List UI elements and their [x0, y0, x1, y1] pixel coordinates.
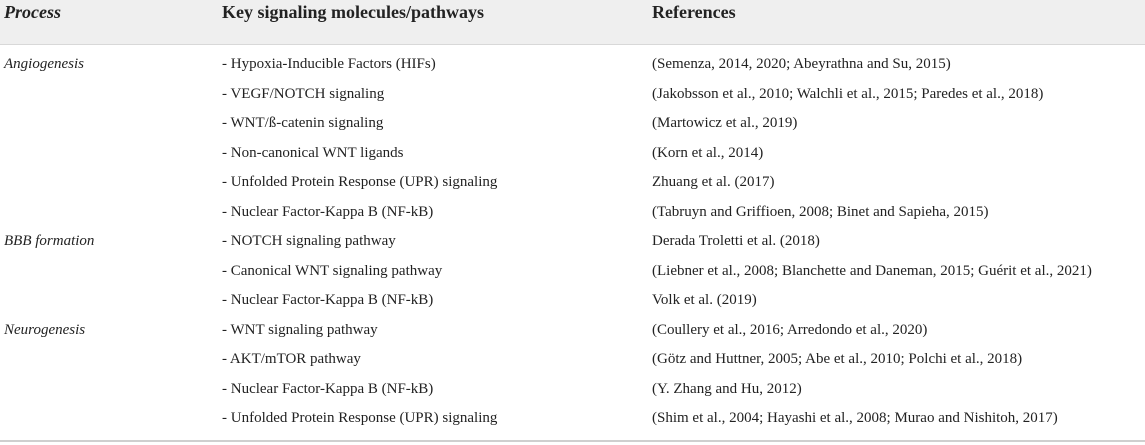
molecule-cell: - Unfolded Protein Response (UPR) signal… [222, 410, 498, 426]
header-process: Process [4, 2, 61, 22]
molecule-cell: - WNT/ß-catenin signaling [222, 115, 384, 131]
molecule-cell: - NOTCH signaling pathway [222, 233, 396, 249]
molecule-cell: - Hypoxia-Inducible Factors (HIFs) [222, 56, 436, 72]
molecule-cell: - WNT signaling pathway [222, 321, 378, 338]
header-background [0, 0, 1145, 45]
molecule-cell: - AKT/mTOR pathway [222, 351, 361, 367]
header-molecules: Key signaling molecules/pathways [222, 2, 485, 22]
reference-cell: (Shim et al., 2004; Hayashi et al., 2008… [652, 410, 1058, 426]
reference-cell: (Y. Zhang and Hu, 2012) [652, 380, 802, 397]
reference-cell: Volk et al. (2019) [652, 292, 757, 308]
process-label: Angiogenesis [4, 56, 84, 72]
reference-cell: (Jakobsson et al., 2010; Walchli et al.,… [652, 85, 1044, 102]
molecule-cell: - Non-canonical WNT ligands [222, 144, 404, 161]
reference-cell: (Korn et al., 2014) [652, 144, 764, 161]
molecule-cell: - Nuclear Factor-Kappa B (NF-kB) [222, 380, 434, 397]
reference-cell: Zhuang et al. (2017) [652, 174, 775, 190]
reference-cell: (Semenza, 2014, 2020; Abeyrathna and Su,… [652, 56, 951, 72]
molecule-cell: - VEGF/NOTCH signaling [222, 85, 385, 102]
reference-cell: (Martowicz et al., 2019) [652, 115, 798, 131]
reference-cell: (Götz and Huttner, 2005; Abe et al., 201… [652, 351, 1023, 367]
reference-cell: (Coullery et al., 2016; Arredondo et al.… [652, 321, 928, 338]
molecule-cell: - Canonical WNT signaling pathway [222, 262, 443, 279]
molecule-cell: - Nuclear Factor-Kappa B (NF-kB) [222, 203, 434, 220]
header-references: References [652, 2, 736, 22]
bottom-rule [0, 440, 1145, 442]
process-label: BBB formation [4, 233, 95, 249]
process-label: Neurogenesis [4, 321, 86, 338]
reference-cell: (Tabruyn and Griffioen, 2008; Binet and … [652, 203, 989, 220]
molecule-cell: - Unfolded Protein Response (UPR) signal… [222, 174, 498, 190]
reference-cell: (Liebner et al., 2008; Blanchette and Da… [652, 262, 1092, 279]
reference-cell: Derada Troletti et al. (2018) [652, 233, 820, 249]
molecule-cell: - Nuclear Factor-Kappa B (NF-kB) [222, 292, 434, 308]
